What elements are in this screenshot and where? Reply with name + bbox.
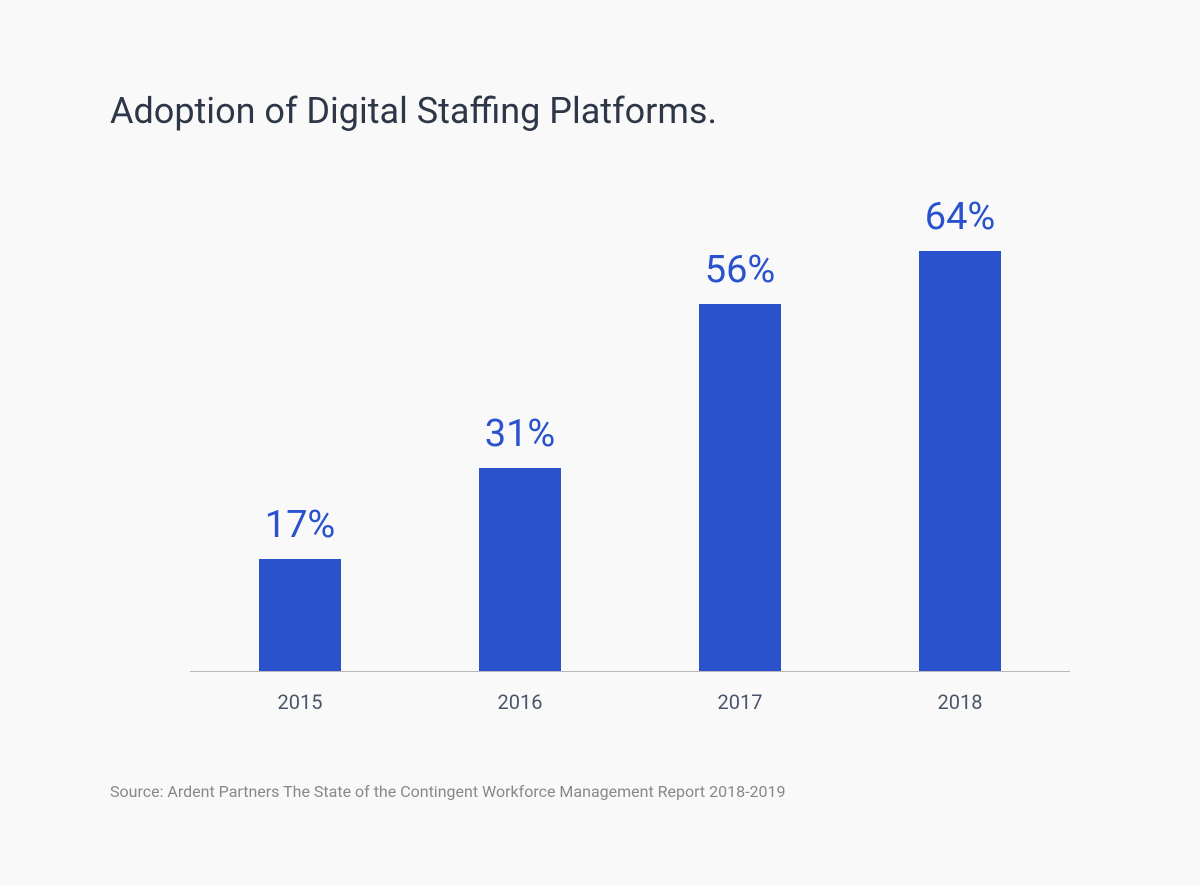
x-axis-label: 2018 [885, 690, 1035, 714]
x-axis-label: 2015 [225, 690, 375, 714]
chart-title: Adoption of Digital Staffing Platforms. [110, 90, 1090, 132]
bar-group: 31% [445, 412, 595, 671]
bar-group: 17% [225, 503, 375, 671]
bar [479, 468, 561, 671]
chart-container: 17% 31% 56% 64% 2015 2016 2017 2018 [190, 192, 1070, 712]
chart-plot-area: 17% 31% 56% 64% [190, 192, 1070, 672]
source-citation: Source: Ardent Partners The State of the… [110, 782, 1090, 801]
bar [699, 304, 781, 672]
bar-value-label: 64% [925, 195, 996, 239]
bar-group: 56% [665, 248, 815, 672]
bar [259, 559, 341, 671]
bar [919, 251, 1001, 671]
x-axis-labels: 2015 2016 2017 2018 [190, 690, 1070, 714]
x-axis-label: 2016 [445, 690, 595, 714]
x-axis-label: 2017 [665, 690, 815, 714]
bar-value-label: 17% [265, 503, 336, 547]
bar-value-label: 31% [485, 412, 556, 456]
bar-value-label: 56% [705, 248, 776, 292]
bar-group: 64% [885, 195, 1035, 671]
